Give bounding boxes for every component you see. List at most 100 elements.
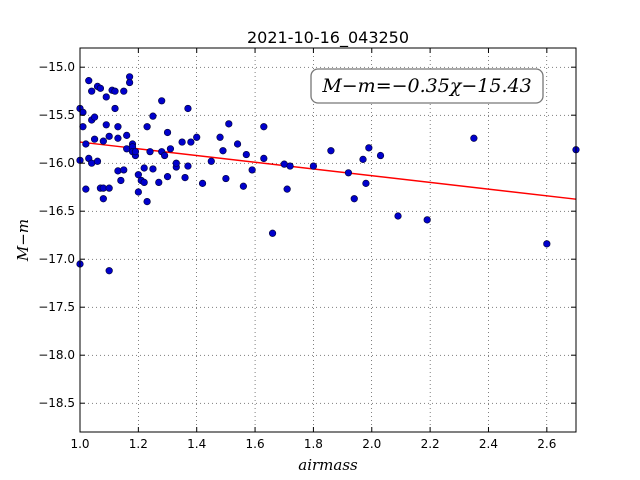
x-tick-label: 2.0 bbox=[362, 437, 381, 451]
data-point bbox=[216, 133, 224, 141]
data-point bbox=[394, 212, 402, 220]
data-point bbox=[88, 87, 96, 95]
chart-title: 2021-10-16_043250 bbox=[247, 28, 409, 48]
data-point bbox=[79, 108, 87, 116]
y-axis-label: M−m bbox=[14, 219, 32, 262]
data-point bbox=[283, 185, 291, 193]
data-point bbox=[198, 179, 207, 187]
data-points bbox=[76, 73, 580, 275]
data-point bbox=[470, 134, 478, 142]
data-point bbox=[178, 138, 186, 146]
data-point bbox=[163, 173, 172, 181]
data-point bbox=[134, 188, 142, 196]
data-point bbox=[114, 167, 122, 175]
data-point bbox=[268, 229, 277, 237]
data-point bbox=[184, 104, 192, 113]
data-point bbox=[111, 104, 119, 113]
data-point bbox=[376, 151, 385, 160]
data-point bbox=[207, 157, 215, 165]
x-tick-label: 1.8 bbox=[304, 437, 323, 451]
fit-annotation: M−m=−0.35χ−15.43 bbox=[310, 68, 544, 104]
data-point bbox=[123, 131, 131, 139]
data-point bbox=[114, 134, 122, 142]
data-point bbox=[327, 147, 335, 155]
y-tick-label: −16.5 bbox=[38, 204, 75, 218]
data-point bbox=[82, 185, 90, 193]
y-tick-label: −18.0 bbox=[38, 348, 75, 362]
data-point bbox=[423, 216, 431, 224]
data-point bbox=[120, 87, 128, 95]
data-point bbox=[187, 138, 195, 146]
data-point bbox=[350, 195, 358, 203]
y-tick-label: −17.5 bbox=[38, 300, 75, 314]
data-point bbox=[96, 84, 105, 92]
data-point bbox=[111, 87, 119, 95]
data-point bbox=[90, 135, 99, 143]
data-point bbox=[140, 164, 148, 172]
data-point bbox=[143, 198, 151, 206]
annotation-box bbox=[310, 68, 544, 104]
y-tick-label: −15.5 bbox=[38, 108, 75, 122]
x-tick-label: 2.2 bbox=[421, 437, 440, 451]
data-point bbox=[105, 184, 113, 192]
data-point bbox=[309, 162, 318, 170]
x-axis-label: airmass bbox=[298, 456, 358, 474]
data-point bbox=[90, 113, 99, 121]
plot-background bbox=[80, 48, 576, 432]
x-tick-label: 1.2 bbox=[129, 437, 148, 451]
data-point bbox=[219, 147, 227, 155]
x-tick-label: 2.4 bbox=[479, 437, 498, 451]
plot-frame bbox=[79, 47, 577, 433]
data-point bbox=[99, 137, 107, 145]
data-point bbox=[140, 178, 148, 186]
data-point bbox=[365, 144, 373, 152]
data-point bbox=[79, 123, 87, 131]
data-point bbox=[260, 123, 268, 131]
y-tick-label: −15.0 bbox=[38, 60, 75, 74]
data-point bbox=[286, 162, 294, 170]
data-point bbox=[184, 162, 192, 170]
y-tick-label: −16.0 bbox=[38, 156, 75, 170]
grid-lines bbox=[79, 48, 576, 432]
data-point bbox=[149, 165, 157, 173]
data-point bbox=[344, 169, 353, 177]
x-tick-label: 1.0 bbox=[70, 437, 89, 451]
data-point bbox=[239, 182, 247, 190]
data-point bbox=[82, 140, 90, 148]
axis-ticks: 1.0 1.2 1.4 1.6 1.8 2.0 2.2 2.4 2.6 −15.0 −15.5 −16… bbox=[38, 48, 576, 451]
data-point bbox=[242, 150, 250, 159]
data-point bbox=[134, 171, 142, 179]
data-point bbox=[105, 267, 113, 275]
data-point bbox=[362, 179, 370, 187]
data-point bbox=[126, 78, 134, 87]
x-tick-label: 1.6 bbox=[246, 437, 265, 451]
data-point bbox=[155, 178, 163, 186]
data-point bbox=[225, 120, 233, 128]
x-tick-label: 1.4 bbox=[187, 437, 206, 451]
data-point bbox=[120, 166, 128, 174]
data-point bbox=[543, 240, 551, 248]
data-point bbox=[181, 174, 189, 182]
data-point bbox=[117, 176, 125, 185]
data-point bbox=[102, 93, 110, 101]
data-point bbox=[359, 155, 367, 163]
data-point bbox=[193, 133, 201, 141]
annotation-text: M−m=−0.35χ−15.43 bbox=[321, 75, 531, 97]
data-point bbox=[233, 140, 242, 148]
data-point bbox=[222, 174, 230, 183]
data-point bbox=[161, 151, 169, 160]
data-point bbox=[114, 123, 122, 131]
data-point bbox=[131, 148, 140, 156]
data-point bbox=[99, 195, 107, 203]
data-point bbox=[163, 128, 172, 137]
data-point bbox=[93, 157, 102, 165]
y-tick-label: −18.5 bbox=[38, 396, 75, 410]
y-tick-label: −17.0 bbox=[38, 252, 75, 266]
data-point bbox=[143, 123, 151, 131]
data-point bbox=[248, 166, 256, 174]
data-point bbox=[158, 97, 166, 105]
data-point bbox=[102, 121, 110, 129]
data-point bbox=[85, 77, 93, 85]
data-point bbox=[146, 148, 154, 156]
